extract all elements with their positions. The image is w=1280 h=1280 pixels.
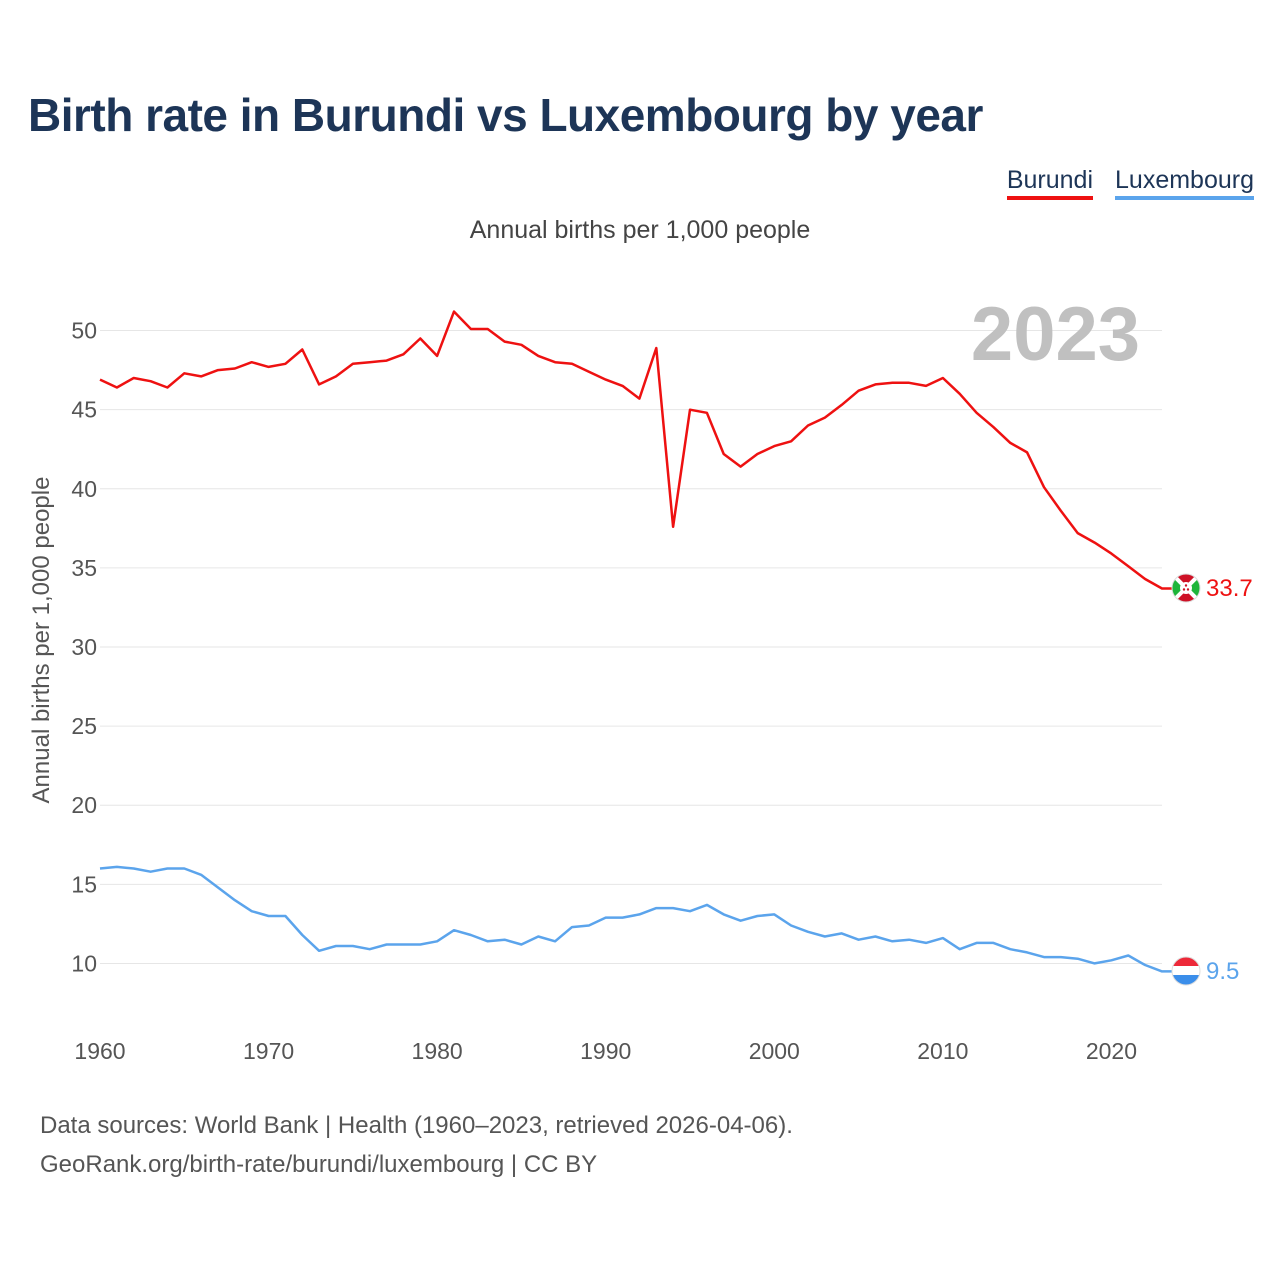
luxembourg-flag-icon (1172, 957, 1200, 985)
series (99, 310, 1172, 973)
y-axis-ticks: 10 15 20 25 30 35 40 45 50 (71, 318, 97, 977)
luxembourg-end-value: 9.5 (1206, 958, 1239, 985)
luxembourg-flag-border (1171, 956, 1201, 986)
chart-title: Birth rate in Burundi vs Luxembourg by y… (28, 89, 983, 141)
y-tick-label: 15 (71, 871, 97, 897)
x-tick-label: 1960 (74, 1038, 125, 1064)
legend-item-burundi[interactable]: Burundi (1006, 166, 1094, 200)
y-tick-label: 45 (71, 397, 97, 423)
x-tick-label: 1980 (412, 1038, 463, 1064)
footer-url: GeoRank.org/birth-rate/burundi/luxembour… (40, 1151, 598, 1178)
y-tick-label: 35 (71, 555, 97, 581)
y-tick-label: 10 (71, 950, 97, 976)
burundi-flag-border (1171, 573, 1201, 603)
x-tick-label: 1990 (580, 1038, 631, 1064)
y-tick-label: 50 (71, 318, 97, 344)
legend: Burundi Luxembourg (1006, 166, 1254, 200)
y-tick-label: 40 (71, 476, 97, 502)
y-tick-label: 20 (71, 792, 97, 818)
luxembourg-series-line (99, 865, 1172, 973)
year-label: 2023 (971, 292, 1140, 377)
y-tick-label: 30 (71, 634, 97, 660)
chart-subtitle: Annual births per 1,000 people (469, 216, 811, 244)
x-tick-label: 2000 (749, 1038, 800, 1064)
x-tick-label: 1970 (243, 1038, 294, 1064)
y-tick-label: 25 (71, 713, 97, 739)
burundi-end-value: 33.7 (1206, 575, 1253, 602)
x-tick-label: 2020 (1086, 1038, 1137, 1064)
footer-sources: Data sources: World Bank | Health (1960–… (40, 1112, 793, 1139)
x-axis-ticks: 1960 1970 1980 1990 2000 2010 2020 (74, 1038, 1137, 1064)
footer: Data sources: World Bank | Health (1960–… (40, 1106, 793, 1184)
x-tick-label: 2010 (917, 1038, 968, 1064)
legend-item-luxembourg[interactable]: Luxembourg (1115, 166, 1254, 200)
grid (100, 330, 1162, 964)
burundi-flag-icon (1172, 574, 1200, 602)
burundi-series-line (99, 310, 1172, 590)
